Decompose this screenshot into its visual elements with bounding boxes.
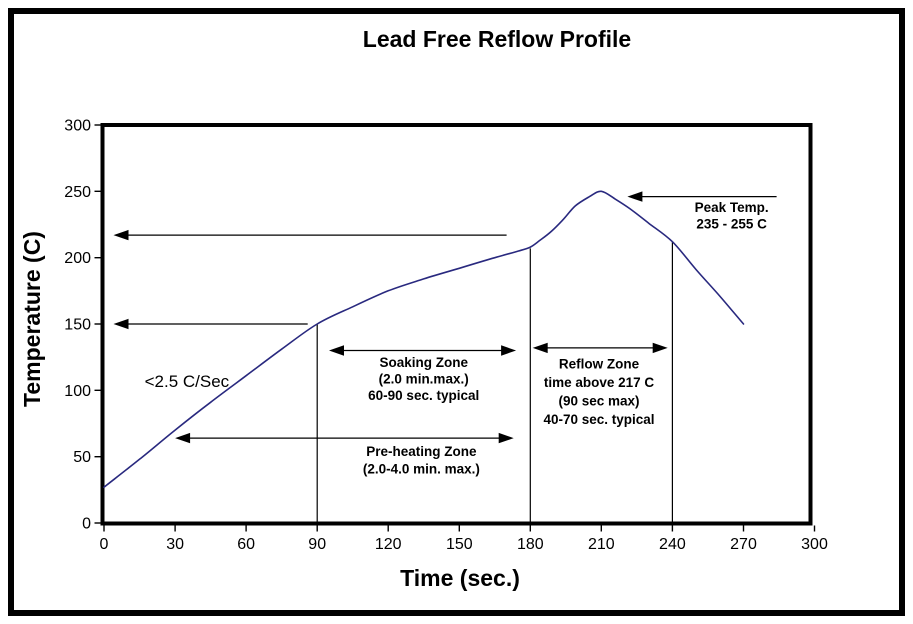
y-tick-label-250: 250	[64, 184, 91, 201]
x-tick-label-120: 120	[375, 536, 402, 553]
x-tick-label-30: 30	[166, 536, 184, 553]
chart-title: Lead Free Reflow Profile	[363, 26, 631, 52]
x-tick-label-300: 300	[801, 536, 828, 553]
x-tick-label-0: 0	[100, 536, 109, 553]
soaking-zone-arrow-left-head	[329, 345, 344, 356]
x-axis-title: Time (sec.)	[400, 565, 520, 591]
x-tick-label-60: 60	[237, 536, 255, 553]
temp-217-reference-arrow-left-head	[113, 229, 129, 241]
ramp-rate-label-line-1: <2.5 C/Sec	[145, 372, 230, 391]
reflow-zone-label-line-1: Reflow Zone	[559, 357, 640, 372]
peak-temp-label-line-2: 235 - 255 C	[696, 217, 767, 232]
preheating-zone-arrow-left-head	[175, 432, 191, 444]
temperature-curve	[103, 190, 745, 488]
preheating-zone-arrow-right-head	[498, 432, 514, 444]
figure-border	[8, 8, 905, 616]
preheating-zone-label-line-1: Pre-heating Zone	[366, 444, 477, 459]
peak-temp-arrow-left-head	[627, 191, 643, 202]
y-tick-label-150: 150	[64, 317, 91, 334]
plot-area-border	[100, 123, 813, 526]
y-tick-label-0: 0	[82, 516, 91, 533]
x-tick-label-90: 90	[308, 536, 326, 553]
y-axis-title: Temperature (C)	[19, 231, 45, 407]
x-tick-label-270: 270	[730, 536, 757, 553]
temp-150-reference-arrow-left-head	[113, 318, 129, 330]
reflow-zone-arrow-left-head	[532, 342, 548, 354]
y-tick-label-200: 200	[64, 250, 91, 267]
x-tick-label-240: 240	[659, 536, 686, 553]
preheating-zone-label-line-2: (2.0-4.0 min. max.)	[363, 462, 480, 477]
reflow-zone-label-line-2: time above 217 C	[544, 375, 655, 390]
soaking-zone-arrow-right-head	[501, 345, 517, 356]
peak-temp-label-line-1: Peak Temp.	[695, 200, 769, 215]
y-tick-label-300: 300	[64, 118, 91, 135]
reflow-zone-label-line-3: (90 sec max)	[558, 394, 639, 409]
reflow-zone-label-line-4: 40-70 sec. typical	[543, 412, 654, 427]
y-tick-label-100: 100	[64, 383, 91, 400]
x-tick-label-180: 180	[517, 536, 544, 553]
x-tick-label-150: 150	[446, 536, 473, 553]
reflow-zone-arrow-right-head	[652, 342, 668, 354]
chart-content: 0 30 60 90 120 150 180 210 240 270 300 0 50 100 150 200…	[64, 118, 828, 554]
x-tick-label-210: 210	[588, 536, 615, 553]
soaking-zone-label-line-3: 60-90 sec. typical	[368, 388, 479, 403]
soaking-zone-label-line-1: Soaking Zone	[379, 355, 468, 370]
soaking-zone-label-line-2: (2.0 min.max.)	[379, 372, 469, 387]
y-tick-label-50: 50	[73, 449, 91, 466]
